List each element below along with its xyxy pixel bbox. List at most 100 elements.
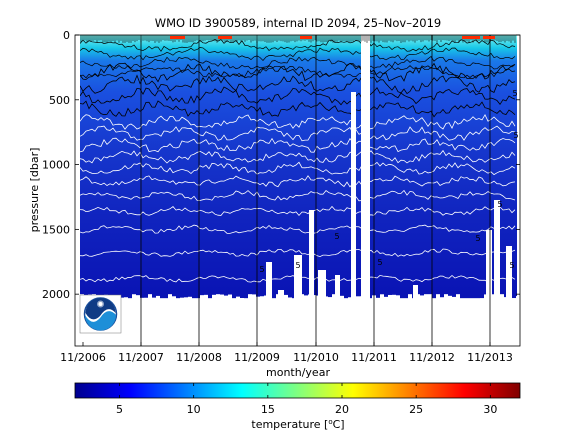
profile-bottom (444, 291, 448, 294)
contour-label: 5 (334, 232, 339, 241)
isotherm-line (79, 205, 516, 217)
profile-bottom (380, 291, 384, 295)
contour-label: 5 (509, 261, 514, 270)
profile-bottom (456, 291, 460, 294)
colorbar-tick-label: 15 (261, 403, 275, 416)
isotherm-line (79, 74, 516, 95)
profile-bottom (348, 291, 352, 298)
data-gap (506, 246, 512, 346)
year-marker-lines (140, 35, 491, 346)
plot-frame (74, 34, 521, 347)
isotherm-line (79, 137, 516, 153)
isotherm-line (79, 149, 516, 164)
profile-bottom (436, 291, 440, 294)
profile-bottom (172, 291, 176, 297)
colorbar-tick-label: 20 (335, 403, 349, 416)
profile-bottom (192, 291, 196, 300)
contour-label: 5 (475, 234, 480, 243)
colorbar-ticks: 5 10 15 20 25 30 (116, 383, 497, 416)
warm-surface-patch (300, 36, 312, 39)
x-axis-label: month/year (266, 366, 330, 379)
profile-bottom (216, 291, 220, 294)
profile-bottom (440, 291, 444, 298)
x-tick-label: 11/2012 (409, 351, 455, 364)
profile-bottom (396, 291, 400, 296)
data-gap (486, 230, 492, 346)
profile-bottom (244, 291, 248, 300)
profile-bottom (176, 291, 180, 300)
profile-bottom (252, 291, 256, 295)
profile-bottom (304, 291, 308, 296)
profile-bottom (472, 291, 476, 300)
profile-bottom (156, 291, 160, 296)
profile-bottom (208, 291, 212, 299)
profile-bottom (132, 291, 136, 295)
data-gap (351, 92, 356, 346)
x-axis: 11/2006 11/2007 11/2008 11/2009 11/2010 11/20… (60, 342, 513, 364)
profile-bottom (100, 291, 104, 297)
data-gap (75, 35, 80, 346)
profile-bottom (184, 291, 188, 298)
data-gap (75, 298, 520, 346)
profile-bottom (128, 291, 132, 299)
profile-bottom (420, 291, 424, 296)
x-tick-label: 11/2013 (467, 351, 513, 364)
colorbar-tick-label: 30 (483, 403, 497, 416)
profile-bottom (452, 291, 456, 297)
profile-bottom (112, 291, 116, 299)
profile-bottom (328, 291, 332, 298)
noaa-logo (79, 294, 122, 334)
profile-bottom (108, 291, 112, 299)
isotherm-line (79, 113, 516, 131)
profile-bottom (96, 291, 100, 299)
profile-bottom (220, 291, 224, 295)
profile-bottom (340, 291, 344, 296)
colorbar-label: temperature [oC] (251, 418, 344, 431)
profile-bottom (332, 291, 336, 295)
profile-bottom (148, 291, 152, 293)
profile-bottom (260, 291, 264, 297)
profile-bottom (344, 291, 348, 300)
profile-bottom (400, 291, 404, 299)
profile-bottom (388, 291, 392, 295)
y-tick-label: 500 (49, 94, 70, 107)
profile-bottom (408, 291, 412, 294)
plot-area: 5 5 5 5 5 5 5 5 5 (75, 35, 520, 346)
colorbar-tick-label: 10 (187, 403, 201, 416)
profile-bottom (168, 291, 172, 294)
warm-surface-patch (170, 36, 185, 39)
data-gap (517, 35, 520, 346)
y-tick-label: 1500 (42, 223, 70, 236)
profile-bottom (248, 291, 252, 293)
profile-bottom (476, 291, 480, 300)
profile-bottom (500, 291, 504, 293)
profile-bottom (356, 291, 360, 297)
profile-bottom (480, 291, 484, 299)
colorbar (74, 382, 521, 399)
isotherm-line (79, 248, 516, 258)
x-tick-label: 11/2007 (118, 351, 164, 364)
isotherm-line (79, 125, 516, 142)
data-gaps (75, 35, 520, 346)
profile-bottom (284, 291, 288, 295)
chart-title: WMO ID 3900589, internal ID 2094, 25–Nov… (155, 16, 442, 30)
x-tick-label: 11/2009 (234, 351, 280, 364)
profile-bottom (232, 291, 236, 300)
isotherm-line (79, 62, 516, 83)
profile-bottom (164, 291, 168, 299)
y-tick-label: 1000 (42, 159, 70, 172)
profile-tick-marks (80, 35, 516, 43)
thermocline-line (79, 38, 516, 52)
contour-label: 5 (259, 265, 264, 274)
isotherm-line (79, 100, 516, 118)
profile-bottom (88, 291, 92, 295)
profile-bottom (512, 291, 516, 299)
profile-bottom (448, 291, 452, 296)
isotherm-line (79, 189, 516, 202)
profile-bottom (136, 291, 140, 296)
profile-bottom (384, 291, 388, 297)
contour-label: 5 (512, 89, 517, 98)
warm-surface-patch (218, 36, 232, 39)
isotherm-contours (79, 38, 516, 283)
